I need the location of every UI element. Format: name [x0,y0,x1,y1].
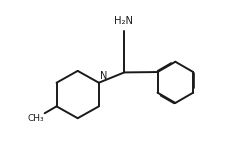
Text: N: N [100,71,107,81]
Text: H₂N: H₂N [114,16,133,26]
Text: CH₃: CH₃ [27,114,44,123]
